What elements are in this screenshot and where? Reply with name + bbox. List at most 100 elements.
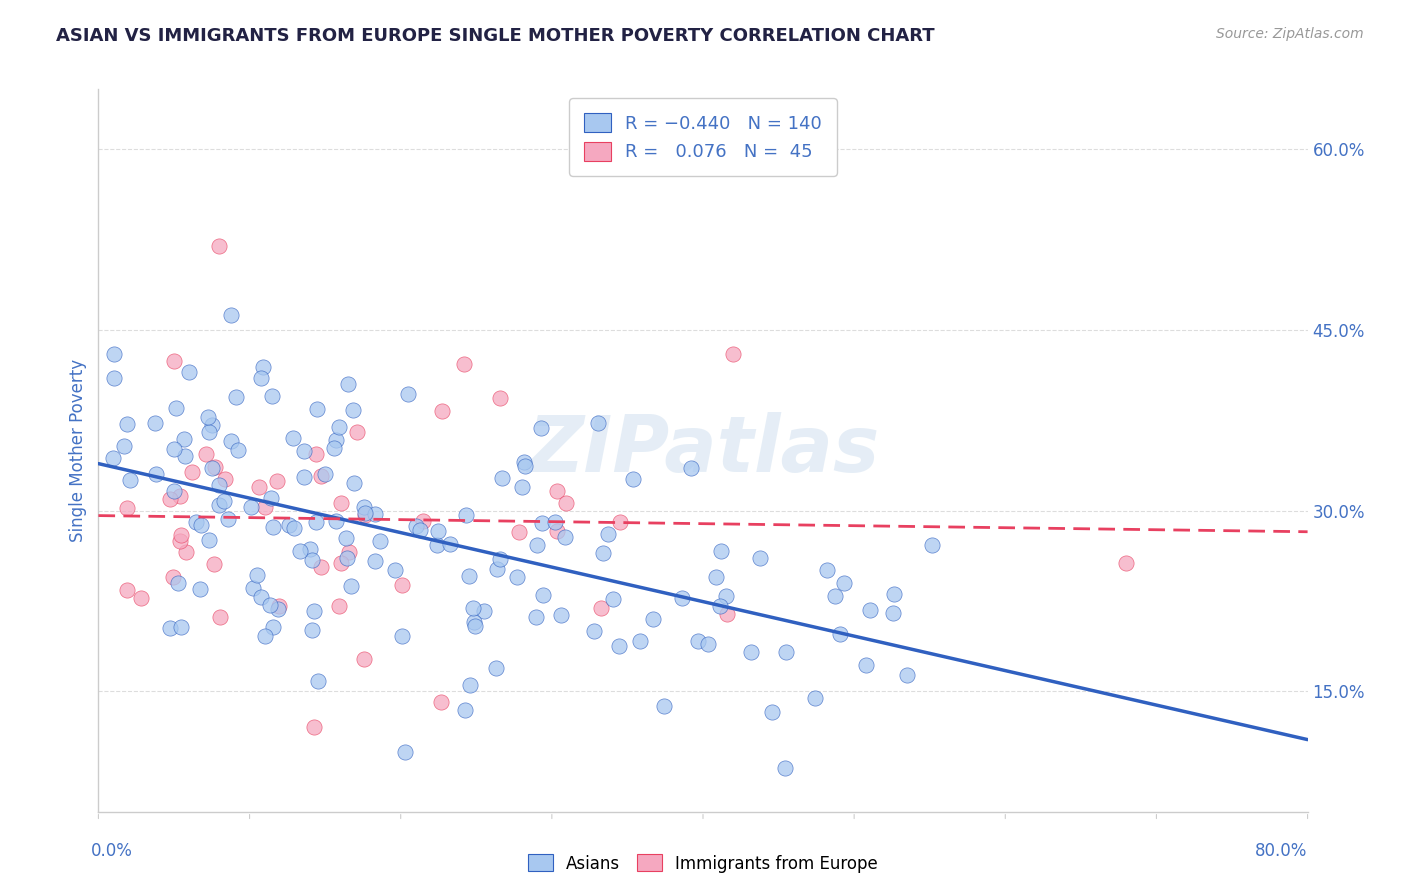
Point [544, 515, 567, 529]
Point [329, 496, 352, 510]
Point [723, 347, 745, 361]
Point [322, 442, 344, 456]
Point [506, 570, 529, 584]
Point [103, 450, 125, 465]
Point [803, 690, 825, 705]
Point [169, 534, 191, 549]
Point [145, 467, 167, 481]
Point [201, 461, 224, 475]
Point [598, 526, 620, 541]
Point [526, 538, 548, 552]
Point [488, 551, 510, 566]
Point [704, 570, 727, 584]
Point [246, 567, 269, 582]
Text: 0.0%: 0.0% [91, 842, 132, 860]
Point [204, 459, 226, 474]
Point [115, 417, 138, 432]
Point [628, 633, 651, 648]
Point [353, 506, 375, 520]
Point [174, 545, 197, 559]
Point [391, 578, 413, 592]
Point [364, 507, 387, 521]
Point [278, 518, 301, 533]
Point [531, 588, 554, 602]
Point [209, 610, 232, 624]
Point [173, 433, 195, 447]
Point [197, 409, 219, 424]
Point [426, 524, 449, 539]
Point [262, 389, 284, 403]
Point [217, 511, 239, 525]
Point [239, 500, 262, 514]
Point [169, 489, 191, 503]
Point [491, 471, 513, 485]
Point [249, 371, 271, 385]
Point [337, 545, 360, 559]
Point [485, 562, 508, 576]
Point [710, 544, 733, 558]
Point [163, 484, 186, 499]
Point [180, 465, 202, 479]
Point [716, 607, 738, 622]
Point [815, 564, 838, 578]
Point [432, 403, 454, 417]
Point [439, 537, 461, 551]
Point [896, 668, 918, 682]
Point [830, 627, 852, 641]
Point [170, 620, 193, 634]
Point [485, 661, 508, 675]
Point [292, 443, 315, 458]
Point [212, 494, 235, 508]
Y-axis label: Single Mother Poverty: Single Mother Poverty [69, 359, 87, 542]
Point [299, 541, 322, 556]
Point [530, 421, 553, 435]
Point [353, 508, 375, 522]
Point [115, 500, 138, 515]
Point [112, 439, 135, 453]
Point [555, 496, 578, 510]
Point [335, 551, 357, 566]
Point [197, 533, 219, 547]
Point [103, 371, 125, 385]
Point [252, 359, 274, 374]
Point [602, 591, 624, 606]
Point [301, 553, 323, 567]
Point [426, 538, 449, 552]
Point [589, 601, 612, 615]
Point [103, 347, 125, 361]
Point [167, 576, 190, 591]
Legend: R = −0.440   N = 140, R =   0.076   N =  45: R = −0.440 N = 140, R = 0.076 N = 45 [569, 98, 837, 176]
Point [412, 514, 434, 528]
Point [621, 472, 644, 486]
Point [384, 563, 406, 577]
Point [458, 569, 481, 583]
Point [353, 652, 375, 666]
Point [163, 353, 186, 368]
Point [709, 599, 731, 614]
Point [513, 458, 536, 473]
Point [396, 387, 419, 401]
Point [592, 546, 614, 560]
Point [342, 403, 364, 417]
Point [609, 516, 631, 530]
Point [325, 433, 347, 447]
Point [530, 516, 553, 531]
Point [454, 703, 477, 717]
Point [654, 698, 676, 713]
Point [405, 518, 427, 533]
Point [832, 576, 855, 591]
Point [921, 538, 943, 552]
Point [281, 431, 304, 445]
Point [292, 470, 315, 484]
Point [353, 500, 375, 514]
Point [761, 705, 783, 719]
Point [283, 521, 305, 535]
Point [250, 591, 273, 605]
Point [824, 589, 846, 603]
Text: Source: ZipAtlas.com: Source: ZipAtlas.com [1216, 27, 1364, 41]
Point [198, 425, 221, 439]
Point [547, 484, 569, 499]
Point [262, 620, 284, 634]
Point [855, 658, 877, 673]
Point [305, 515, 328, 529]
